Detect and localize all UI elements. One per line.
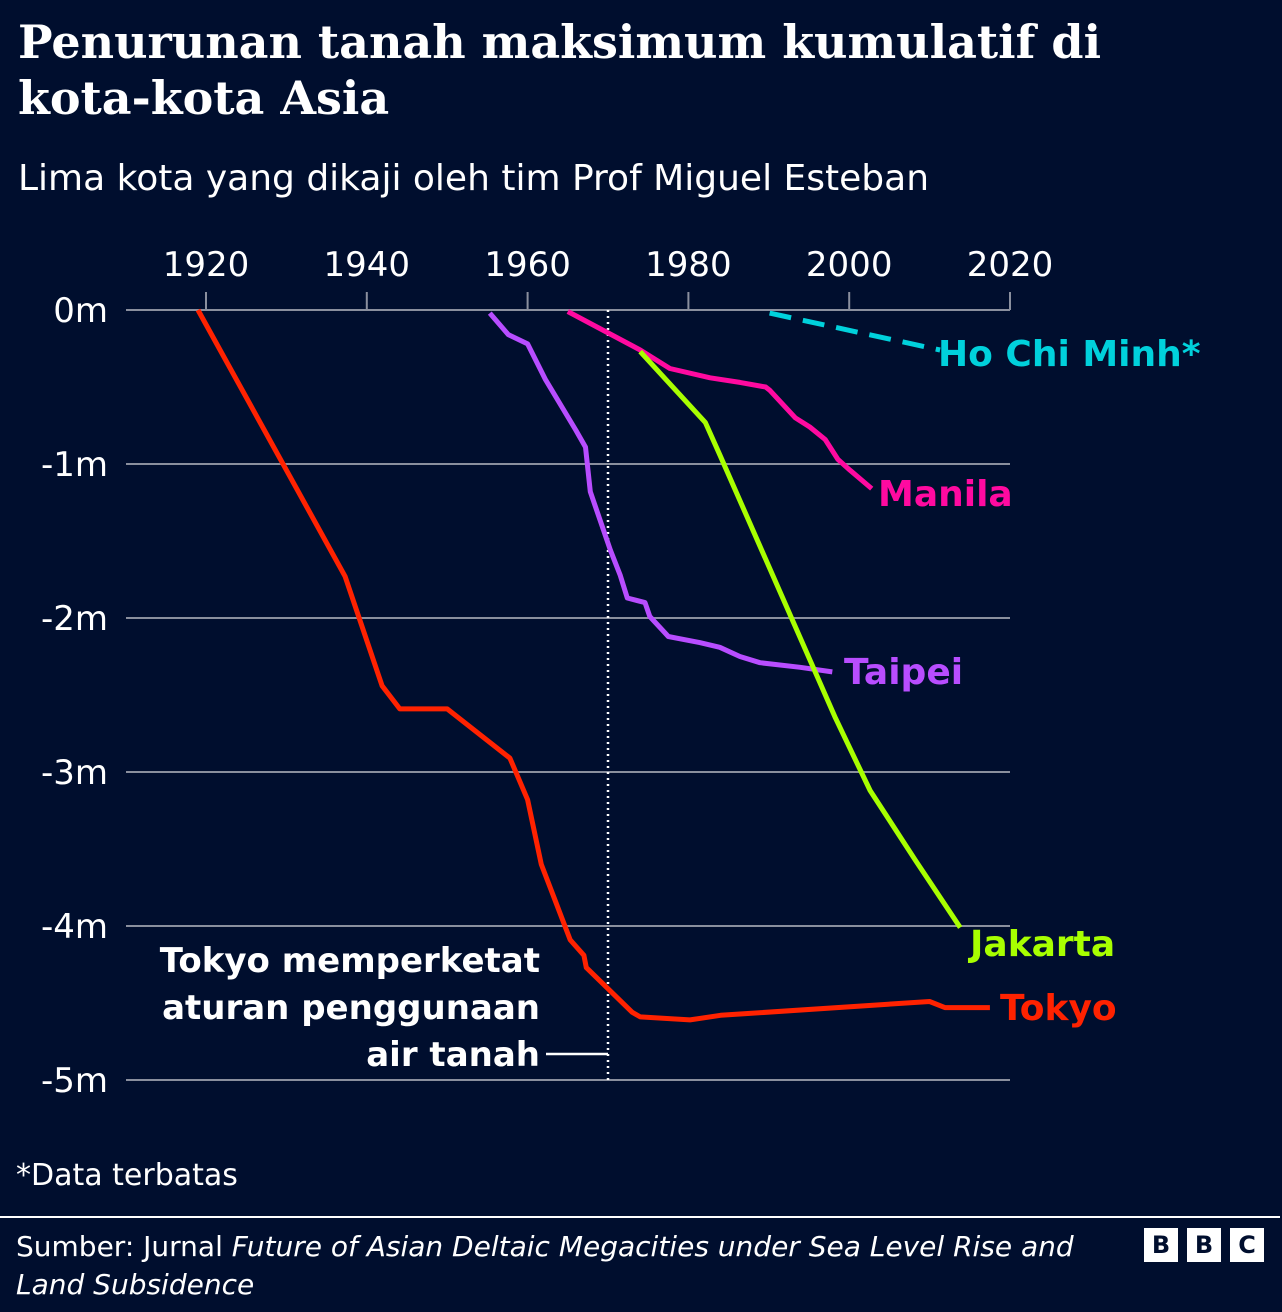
footnote: *Data terbatas (16, 1158, 238, 1193)
series-label: Ho Chi Minh* (938, 334, 1201, 375)
x-tick-label: 2020 (967, 245, 1054, 285)
series-label: Tokyo (1000, 988, 1117, 1029)
x-tick-label: 1940 (324, 245, 411, 285)
x-tick-label: 1980 (645, 245, 732, 285)
chart-subtitle: Lima kota yang dikaji oleh tim Prof Migu… (18, 158, 930, 199)
annotation-text: aturan penggunaan (162, 988, 540, 1028)
y-tick-label: -5m (41, 1061, 108, 1101)
annotation-text: Tokyo memperketat (160, 941, 540, 981)
source-prefix: Sumber: Jurnal (16, 1230, 232, 1263)
y-tick-label: -4m (41, 907, 108, 947)
series-line-tokyo (195, 308, 990, 1023)
y-tick-label: -3m (41, 753, 108, 793)
series-line-jakarta (638, 349, 963, 929)
divider (0, 1216, 1280, 1218)
series-line-manila (566, 309, 874, 491)
x-tick-label: 2000 (806, 245, 893, 285)
bbc-logo: B B C (1144, 1228, 1264, 1262)
logo-letter: B (1144, 1228, 1178, 1262)
x-tick-label: 1960 (484, 245, 571, 285)
y-tick-label: -2m (41, 599, 108, 639)
x-tick-label: 1920 (163, 245, 250, 285)
series-label: Manila (878, 474, 1013, 515)
y-tick-label: -1m (41, 445, 108, 485)
source-title: Future of Asian Deltaic Megacities under… (16, 1230, 1074, 1301)
chart: 0m -1m -2m -3m -4m -5m 1920 1940 1960 1980 2000 202… (41, 245, 1201, 1101)
y-tick-label: 0m (53, 291, 108, 331)
logo-letter: C (1230, 1228, 1264, 1262)
annotation-text: air tanah (366, 1035, 540, 1075)
series-line-taipei (487, 311, 833, 675)
source: Sumber: Jurnal Future of Asian Deltaic M… (16, 1228, 1116, 1304)
logo-letter: B (1187, 1228, 1221, 1262)
series-label: Taipei (844, 652, 963, 693)
chart-title: Penurunan tanah maksimum kumulatif di ko… (18, 15, 1102, 125)
series-line-ho-chi-minh- (769, 310, 941, 353)
series-label: Jakarta (967, 924, 1115, 965)
